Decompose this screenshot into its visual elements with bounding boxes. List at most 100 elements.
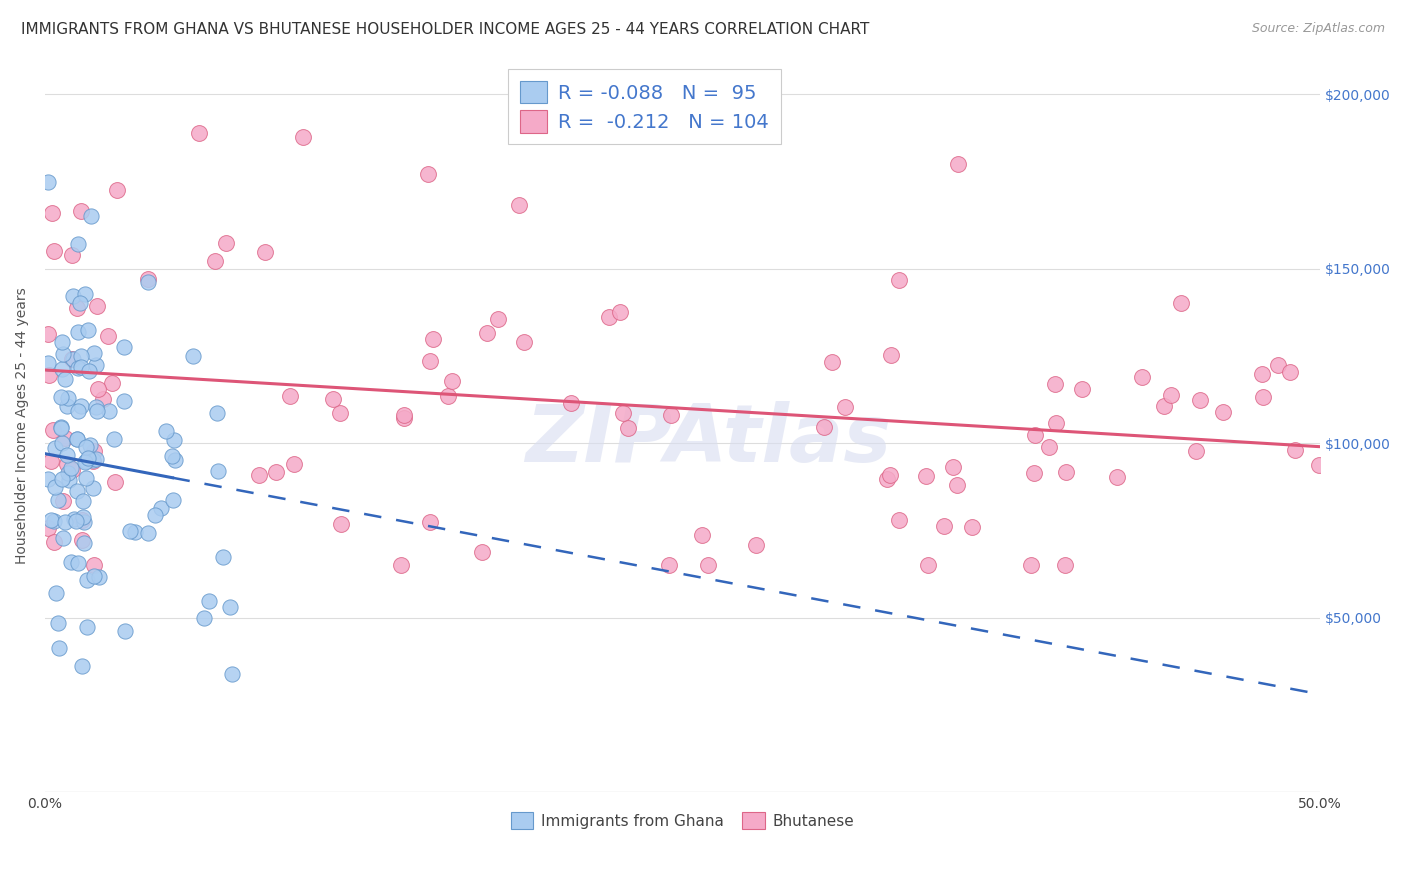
- Point: [821, 355, 844, 369]
- Point: [1043, 377, 1066, 392]
- Point: [52, 347, 75, 361]
- Point: [56, 392, 79, 406]
- Point: [218, 600, 240, 615]
- Point: [52, 493, 75, 508]
- Point: [329, 406, 352, 420]
- Point: [55, 431, 77, 445]
- Point: [76, 440, 98, 454]
- Point: [136, 272, 159, 286]
- Point: [60, 555, 83, 569]
- Point: [56, 449, 79, 463]
- Point: [103, 432, 125, 446]
- Point: [51, 420, 73, 434]
- Point: [51, 361, 73, 376]
- Point: [394, 410, 416, 425]
- Point: [75, 471, 97, 485]
- Point: [508, 197, 530, 211]
- Point: [143, 508, 166, 522]
- Point: [136, 275, 159, 289]
- Point: [46, 492, 69, 507]
- Point: [193, 611, 215, 625]
- Point: [188, 126, 211, 140]
- Point: [1038, 440, 1060, 454]
- Point: [66, 301, 89, 316]
- Point: [392, 408, 415, 422]
- Point: [150, 500, 173, 515]
- Point: [62, 289, 84, 303]
- Point: [66, 432, 89, 446]
- Point: [80, 209, 103, 223]
- Point: [79, 438, 101, 452]
- Point: [70, 533, 93, 547]
- Point: [60, 463, 83, 477]
- Point: [1019, 558, 1042, 573]
- Point: [204, 254, 226, 268]
- Point: [1308, 458, 1330, 472]
- Point: [330, 517, 353, 532]
- Point: [416, 167, 439, 181]
- Point: [162, 493, 184, 508]
- Point: [66, 483, 89, 498]
- Point: [322, 392, 344, 406]
- Point: [48, 641, 70, 656]
- Point: [82, 481, 104, 495]
- Point: [612, 406, 634, 420]
- Point: [942, 460, 965, 475]
- Point: [696, 558, 718, 573]
- Point: [83, 558, 105, 573]
- Point: [1267, 359, 1289, 373]
- Point: [42, 423, 65, 437]
- Point: [72, 513, 94, 527]
- Point: [69, 399, 91, 413]
- Point: [73, 536, 96, 550]
- Point: [51, 390, 73, 404]
- Point: [51, 334, 73, 349]
- Point: [86, 299, 108, 313]
- Point: [83, 345, 105, 359]
- Point: [84, 451, 107, 466]
- Point: [66, 403, 89, 417]
- Point: [880, 348, 903, 362]
- Point: [253, 245, 276, 260]
- Point: [76, 620, 98, 634]
- Point: [112, 340, 135, 354]
- Point: [1056, 466, 1078, 480]
- Point: [66, 556, 89, 570]
- Point: [292, 130, 315, 145]
- Point: [163, 433, 186, 447]
- Legend: Immigrants from Ghana, Bhutanese: Immigrants from Ghana, Bhutanese: [505, 805, 860, 836]
- Point: [197, 594, 219, 608]
- Point: [70, 658, 93, 673]
- Point: [97, 329, 120, 343]
- Point: [889, 273, 911, 287]
- Point: [946, 157, 969, 171]
- Point: [58, 473, 80, 487]
- Point: [283, 457, 305, 471]
- Point: [155, 424, 177, 438]
- Point: [73, 455, 96, 469]
- Point: [205, 406, 228, 420]
- Point: [1130, 369, 1153, 384]
- Point: [887, 513, 910, 527]
- Text: Source: ZipAtlas.com: Source: ZipAtlas.com: [1251, 22, 1385, 36]
- Point: [73, 515, 96, 529]
- Point: [56, 457, 79, 471]
- Point: [56, 399, 79, 413]
- Point: [118, 524, 141, 538]
- Point: [76, 573, 98, 587]
- Point: [165, 453, 187, 467]
- Point: [745, 537, 768, 551]
- Point: [104, 475, 127, 489]
- Point: [1153, 399, 1175, 413]
- Point: [51, 435, 73, 450]
- Point: [422, 332, 444, 346]
- Point: [124, 524, 146, 539]
- Point: [37, 175, 59, 189]
- Point: [39, 454, 62, 468]
- Point: [37, 521, 59, 535]
- Point: [46, 616, 69, 631]
- Point: [513, 335, 536, 350]
- Point: [38, 368, 60, 382]
- Point: [62, 512, 84, 526]
- Point: [560, 396, 582, 410]
